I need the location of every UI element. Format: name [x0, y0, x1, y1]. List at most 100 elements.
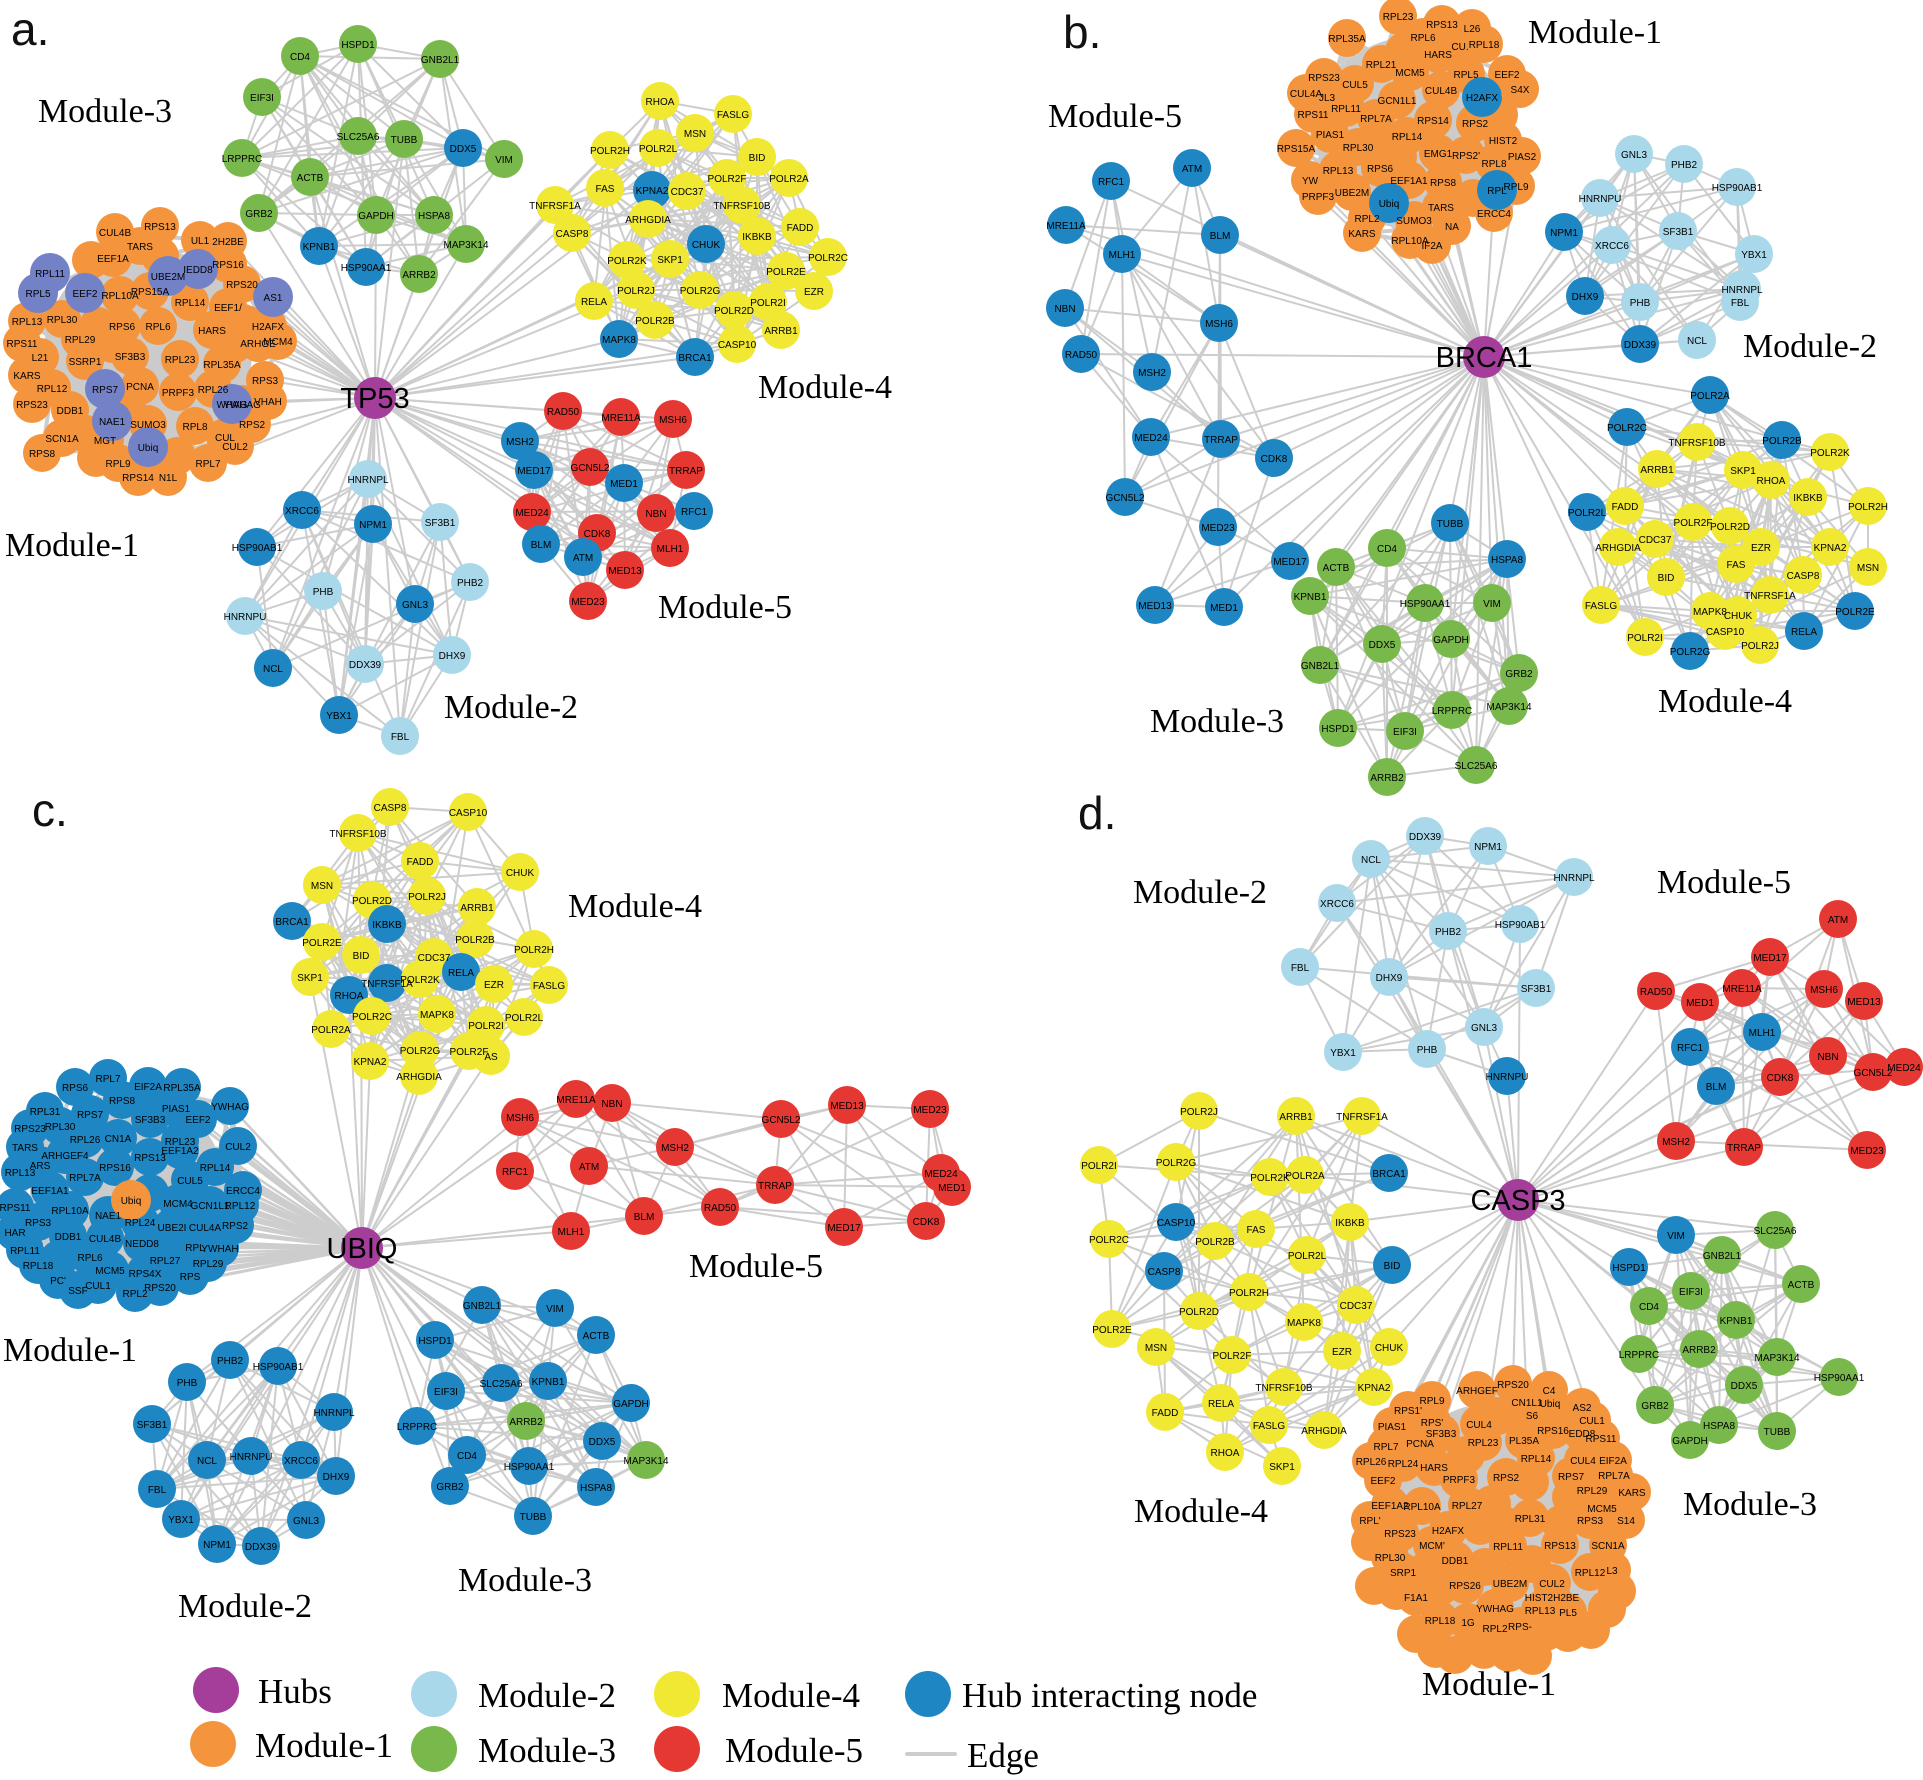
svg-text:TNFRSF10B: TNFRSF10B — [1668, 438, 1726, 449]
svg-text:MSH6: MSH6 — [659, 415, 687, 426]
svg-text:RPS13: RPS13 — [144, 222, 176, 233]
svg-text:RPS2: RPS2 — [222, 1221, 249, 1232]
svg-text:RPL: RPL — [1487, 186, 1507, 197]
svg-text:FADD: FADD — [787, 223, 814, 234]
svg-text:SRP1: SRP1 — [1390, 1568, 1417, 1579]
svg-text:RELA: RELA — [1791, 627, 1817, 638]
svg-text:Ubiq: Ubiq — [138, 443, 159, 454]
svg-text:DDX5: DDX5 — [1369, 640, 1396, 651]
svg-text:Module-5: Module-5 — [725, 1731, 863, 1770]
svg-text:RPS11: RPS11 — [0, 1203, 31, 1214]
svg-text:RPL9: RPL9 — [105, 459, 130, 470]
svg-text:KPNB1: KPNB1 — [1294, 592, 1327, 603]
svg-text:BID: BID — [353, 951, 370, 962]
svg-text:XRCC6: XRCC6 — [284, 1456, 318, 1467]
svg-text:HSP90AB1: HSP90AB1 — [253, 1362, 304, 1373]
svg-text:POLR2I: POLR2I — [750, 298, 786, 309]
svg-text:RPS2: RPS2 — [1462, 119, 1489, 130]
svg-text:BLM: BLM — [1210, 231, 1231, 242]
svg-text:MSN: MSN — [1857, 563, 1879, 574]
svg-text:HNRNPU: HNRNPU — [224, 612, 267, 623]
svg-text:MED1: MED1 — [610, 479, 638, 490]
svg-text:BRCA1: BRCA1 — [275, 917, 309, 928]
svg-text:DDX5: DDX5 — [1731, 1381, 1758, 1392]
svg-text:c.: c. — [32, 784, 68, 836]
svg-text:RFC1: RFC1 — [1677, 1043, 1704, 1054]
svg-text:TNFRSF10B: TNFRSF10B — [329, 829, 387, 840]
svg-text:RPL29: RPL29 — [1577, 1486, 1608, 1497]
svg-text:KPNA2: KPNA2 — [1814, 543, 1847, 554]
svg-text:HNRNPU: HNRNPU — [230, 1452, 273, 1463]
svg-text:ARRB2: ARRB2 — [1682, 1345, 1716, 1356]
svg-text:NPM1: NPM1 — [1550, 228, 1578, 239]
svg-text:RPS15A: RPS15A — [131, 287, 170, 298]
svg-text:RPS1': RPS1' — [1394, 1406, 1422, 1417]
svg-text:RPL13: RPL13 — [12, 317, 43, 328]
svg-text:JL3: JL3 — [1319, 93, 1336, 104]
svg-text:Hubs: Hubs — [258, 1672, 332, 1711]
svg-text:ARHGDIA: ARHGDIA — [625, 215, 671, 226]
svg-text:YWHAG: YWHAG — [211, 1102, 249, 1113]
svg-text:AS2: AS2 — [1573, 1403, 1592, 1414]
svg-text:CASP10: CASP10 — [1706, 627, 1745, 638]
svg-text:CDK8: CDK8 — [1261, 454, 1288, 465]
svg-text:CUL1: CUL1 — [85, 1281, 111, 1292]
svg-text:RPS15A: RPS15A — [1277, 144, 1316, 155]
svg-text:Ubiq: Ubiq — [121, 1196, 142, 1207]
svg-text:RPS11: RPS11 — [1586, 1434, 1617, 1445]
svg-text:FBL: FBL — [1291, 963, 1310, 974]
svg-text:RPL12: RPL12 — [37, 384, 68, 395]
svg-text:PC': PC' — [50, 1276, 66, 1287]
svg-text:ARHGEF4: ARHGEF4 — [41, 1151, 89, 1162]
svg-text:Ubiq: Ubiq — [1540, 1399, 1561, 1410]
svg-text:NPM1: NPM1 — [1474, 842, 1502, 853]
svg-text:L21: L21 — [32, 353, 49, 364]
svg-text:RPS11: RPS11 — [7, 339, 38, 350]
svg-text:Edge: Edge — [967, 1736, 1039, 1775]
svg-text:SCN1A: SCN1A — [45, 434, 79, 445]
svg-text:H2AFX: H2AFX — [252, 322, 285, 333]
svg-text:FAS: FAS — [1247, 1225, 1266, 1236]
svg-text:POLR2G: POLR2G — [1156, 1158, 1197, 1169]
svg-text:POLR2F: POLR2F — [450, 1047, 489, 1058]
svg-text:H2AFX: H2AFX — [1432, 1526, 1465, 1537]
svg-text:ATM: ATM — [579, 1162, 599, 1173]
svg-text:TRRAP: TRRAP — [1204, 435, 1238, 446]
svg-text:MED24: MED24 — [1134, 433, 1168, 444]
svg-text:PHB: PHB — [177, 1378, 198, 1389]
svg-text:MED13: MED13 — [1138, 601, 1172, 612]
svg-text:RPL7A: RPL7A — [69, 1173, 101, 1184]
svg-text:EIF3I: EIF3I — [1393, 727, 1417, 738]
svg-text:RPL13: RPL13 — [1525, 1606, 1556, 1617]
svg-text:HSPA8: HSPA8 — [1491, 555, 1523, 566]
svg-text:CUL5: CUL5 — [177, 1176, 203, 1187]
svg-text:POLR2F: POLR2F — [708, 174, 747, 185]
svg-text:NAE1: NAE1 — [95, 1211, 122, 1222]
svg-text:SUMO3: SUMO3 — [1396, 216, 1432, 227]
svg-text:RAD50: RAD50 — [1065, 350, 1098, 361]
svg-text:WHAG: WHAG — [216, 400, 247, 411]
svg-text:CUL2: CUL2 — [1539, 1579, 1565, 1590]
svg-text:SCN1A: SCN1A — [1591, 1541, 1625, 1552]
svg-text:RPL7A: RPL7A — [1598, 1471, 1630, 1482]
svg-text:RPL18: RPL18 — [1425, 1616, 1456, 1627]
svg-text:RPL14: RPL14 — [1392, 132, 1423, 143]
svg-text:PRPF3: PRPF3 — [1443, 1475, 1476, 1486]
svg-text:HNRNPU: HNRNPU — [1486, 1072, 1529, 1083]
svg-text:POLR2H: POLR2H — [590, 146, 630, 157]
svg-text:PHB: PHB — [313, 587, 334, 598]
svg-text:GCN5L2: GCN5L2 — [762, 1115, 801, 1126]
svg-text:RPL8: RPL8 — [1481, 159, 1506, 170]
svg-text:RPS20: RPS20 — [1497, 1380, 1529, 1391]
svg-text:YBX1: YBX1 — [1741, 250, 1767, 261]
svg-text:XRCC6: XRCC6 — [285, 506, 319, 517]
svg-text:CUL1: CUL1 — [1579, 1416, 1605, 1427]
svg-text:GRB2: GRB2 — [1641, 1401, 1669, 1412]
svg-text:CUL4A: CUL4A — [1290, 89, 1323, 100]
svg-text:Module-1: Module-1 — [5, 527, 139, 564]
svg-text:POLR2A: POLR2A — [1285, 1171, 1325, 1182]
svg-text:RPL31: RPL31 — [1515, 1514, 1546, 1525]
svg-text:CUL5: CUL5 — [1342, 80, 1368, 91]
svg-text:FADD: FADD — [407, 857, 434, 868]
svg-text:PL35A: PL35A — [1509, 1436, 1539, 1447]
